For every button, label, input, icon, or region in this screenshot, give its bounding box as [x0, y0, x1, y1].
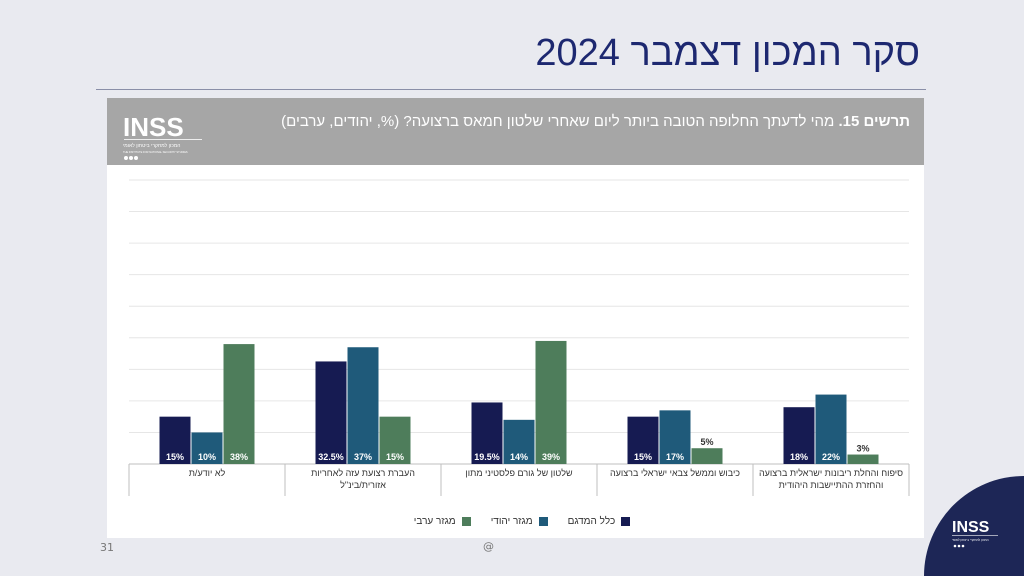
figure-label: תרשים 15.: [838, 113, 910, 130]
bar: [379, 416, 411, 464]
bar: [535, 340, 567, 464]
bar: [847, 454, 879, 464]
question-text: מהי לדעתך החלופה הטובה ביותר ליום שאחרי …: [281, 113, 839, 130]
legend-swatch: [461, 516, 471, 526]
legend-label: כלל המדגם: [567, 515, 616, 527]
bar: [471, 402, 503, 464]
chart-panel: INSS המכון למחקרי ביטחון לאומי THE INSTI…: [107, 98, 924, 538]
data-label: 15%: [166, 452, 184, 462]
data-label: 18%: [790, 452, 808, 462]
bar: [347, 347, 379, 464]
footer-mark: @: [483, 540, 494, 553]
category-label: והחזרת ההתיישבות היהודית: [779, 480, 884, 490]
category-label: אזורית/בינ"ל: [340, 480, 386, 490]
slide-title: סקר המכון דצמבר 2024: [535, 32, 920, 74]
category-label: לא יודע/ת: [189, 468, 226, 478]
title-divider: [96, 89, 926, 90]
data-label: 15%: [634, 452, 652, 462]
corner-logo-badge: INSS המכון למחקרי ביטחון לאומי: [924, 476, 1024, 576]
bar: [159, 416, 191, 464]
category-label: סיפוח והחלת ריבונות ישראלית ברצועה: [759, 468, 903, 478]
logo-tagline: המכון למחקרי ביטחון לאומי: [123, 142, 180, 149]
question-header: INSS המכון למחקרי ביטחון לאומי THE INSTI…: [107, 98, 924, 165]
chart-legend: כלל המדגם מגזר יהודי מגזר ערבי: [397, 512, 647, 530]
category-label: כיבוש וממשל צבאי ישראלי ברצועה: [610, 468, 740, 478]
data-label: 15%: [386, 452, 404, 462]
legend-swatch: [621, 516, 631, 526]
logo-tagline-en: THE INSTITUTE FOR NATIONAL SECURITY STUD…: [123, 150, 188, 154]
corner-inss-logo: INSS המכון למחקרי ביטחון לאומי: [952, 519, 998, 548]
bar: [223, 344, 255, 464]
bar: [315, 361, 347, 464]
data-label: 32.5%: [318, 452, 344, 462]
data-label: 39%: [542, 452, 560, 462]
legend-item: כלל המדגם: [568, 516, 631, 527]
bar: [191, 432, 223, 464]
data-label: 10%: [198, 452, 216, 462]
legend-label: מגזר יהודי: [490, 515, 533, 527]
bar: [503, 419, 535, 464]
inss-logo: INSS המכון למחקרי ביטחון לאומי THE INSTI…: [123, 112, 202, 160]
data-label: 5%: [700, 437, 713, 447]
category-label: העברת רצועת עזה לאחריות: [311, 468, 415, 478]
corner-logo-tagline: המכון למחקרי ביטחון לאומי: [952, 538, 989, 542]
data-label: 22%: [822, 452, 840, 462]
bar-chart: 18% 22% 3% סיפוח והחלת ריבונות ישראלית ברצו…: [128, 179, 910, 496]
question-text-block: תרשים 15. מהי לדעתך החלופה הטובה ביותר ל…: [250, 108, 910, 135]
legend-item: מגזר יהודי: [491, 516, 548, 527]
legend-item: מגזר ערבי: [414, 516, 471, 527]
legend-label: מגזר ערבי: [413, 515, 456, 527]
category-label: שלטון של גורם פלסטיני מתון: [465, 468, 573, 478]
bar: [659, 410, 691, 464]
data-label: 14%: [510, 452, 528, 462]
bar: [691, 448, 723, 464]
data-label: 17%: [666, 452, 684, 462]
bar: [815, 394, 847, 464]
legend-swatch: [538, 516, 548, 526]
data-label: 19.5%: [474, 452, 500, 462]
page-number: 31: [100, 541, 114, 554]
corner-logo-wordmark: INSS: [952, 519, 990, 536]
bar: [627, 416, 659, 464]
data-label: 38%: [230, 452, 248, 462]
logo-wordmark: INSS: [123, 112, 184, 142]
bar: [783, 407, 815, 464]
data-label: 37%: [354, 452, 372, 462]
data-label: 3%: [856, 444, 869, 454]
